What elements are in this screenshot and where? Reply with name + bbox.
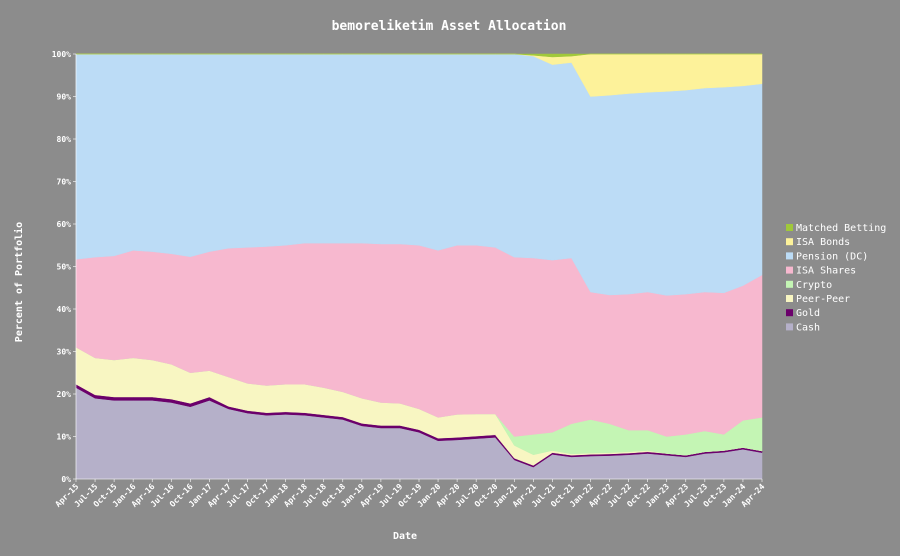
area <box>76 53 762 58</box>
legend-label: ISA Bonds <box>796 237 850 248</box>
legend-swatch <box>786 323 793 331</box>
legend-label: Pension (DC) <box>796 251 868 262</box>
legend-label: ISA Shares <box>796 266 856 277</box>
y-tick-label: 30% <box>57 348 72 357</box>
x-axis-label: Date <box>393 531 417 542</box>
y-tick-label: 90% <box>57 93 72 102</box>
legend-swatch <box>786 238 793 246</box>
y-tick-label: 10% <box>57 433 72 442</box>
y-tick-label: 0% <box>61 475 71 484</box>
legend-swatch <box>786 280 793 288</box>
y-tick-label: 50% <box>57 263 72 272</box>
y-axis-label: Percent of Portfolio <box>13 222 25 342</box>
y-tick-label: 60% <box>57 220 72 229</box>
chart-title: bemoreliketim Asset Allocation <box>332 19 567 34</box>
legend-label: Cash <box>796 322 820 333</box>
y-tick-label: 40% <box>57 305 72 314</box>
legend-label: Matched Betting <box>796 223 886 234</box>
legend-swatch <box>786 266 793 274</box>
legend-label: Gold <box>796 308 820 319</box>
y-tick-label: 70% <box>57 178 72 187</box>
legend-swatch <box>786 252 793 260</box>
legend-label: Crypto <box>796 280 832 291</box>
y-tick-label: 100% <box>52 50 71 59</box>
legend-swatch <box>786 309 793 317</box>
y-tick-label: 20% <box>57 390 72 399</box>
y-tick-label: 80% <box>57 135 72 144</box>
legend-swatch <box>786 224 793 231</box>
legend-swatch <box>786 295 793 302</box>
legend-label: Peer-Peer <box>796 294 850 305</box>
